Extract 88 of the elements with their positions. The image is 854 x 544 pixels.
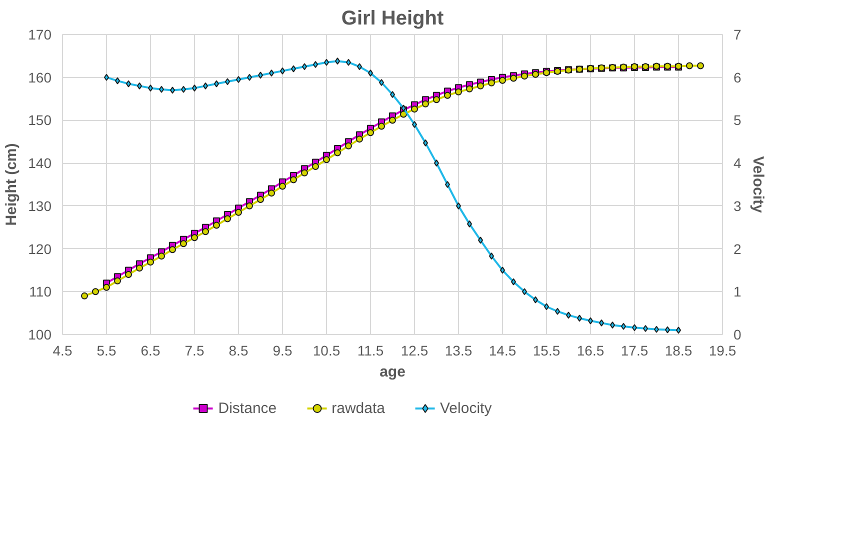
point [313, 61, 318, 68]
point [158, 252, 165, 260]
point [268, 190, 275, 197]
x-tick-label: 18.5 [664, 342, 692, 358]
point [334, 149, 341, 156]
point [235, 208, 242, 216]
x-tick-label: 12.5 [400, 342, 428, 358]
point [236, 76, 241, 83]
legend-label: Velocity [440, 400, 492, 416]
x-tick-label: 7.5 [184, 342, 204, 358]
point [445, 181, 450, 188]
point [125, 271, 132, 278]
y-tick-label: 170 [28, 26, 52, 42]
y-axis-title: Height (cm) [3, 143, 20, 226]
point [379, 79, 384, 86]
x-tick-label: 10.5 [312, 342, 340, 358]
point [510, 74, 517, 82]
point [643, 325, 648, 332]
legend-label: Distance [218, 400, 277, 416]
y-tick-label: 140 [28, 155, 52, 172]
y2-axis-title: Velocity [749, 156, 766, 214]
y-tick-label: 160 [28, 69, 52, 86]
x-axis-title: age [380, 364, 406, 380]
x-tick-label: 19.5 [708, 342, 736, 358]
chart-title: Girl Height [341, 8, 444, 30]
point [521, 72, 528, 80]
y2-tick-label: 2 [734, 240, 742, 257]
point [412, 121, 417, 128]
point [499, 76, 506, 84]
point [213, 222, 220, 229]
point [92, 288, 99, 296]
point [180, 240, 187, 248]
point [455, 88, 462, 96]
point [147, 258, 154, 266]
point [323, 156, 330, 164]
point [191, 234, 198, 242]
y2-tick-label: 3 [734, 198, 742, 214]
point [257, 196, 264, 203]
point [81, 292, 88, 300]
point [444, 92, 451, 99]
y-tick-label: 100 [28, 326, 52, 342]
x-tick-label: 5.5 [96, 342, 116, 358]
y2-tick-label: 1 [734, 284, 742, 300]
x-tick-label: 8.5 [228, 342, 248, 358]
point [290, 176, 297, 184]
point [345, 142, 352, 150]
point [114, 277, 121, 284]
point [103, 284, 110, 291]
x-tick-label: 16.5 [576, 342, 604, 358]
point [202, 228, 209, 236]
x-tick-label: 13.5 [444, 342, 472, 358]
point [389, 116, 396, 124]
point [477, 82, 484, 90]
y2-tick-label: 0 [734, 326, 742, 342]
y-tick-label: 130 [28, 198, 52, 214]
point [378, 122, 385, 130]
point [390, 91, 395, 98]
point [686, 62, 693, 70]
y2-tick-label: 6 [734, 69, 742, 86]
point [411, 106, 418, 113]
x-tick-label: 15.5 [532, 342, 560, 358]
point [136, 264, 143, 272]
y-tick-label: 120 [28, 240, 52, 257]
x-tick-label: 4.5 [52, 342, 72, 358]
y2-tick-label: 7 [734, 26, 742, 42]
point [279, 182, 286, 190]
x-tick-label: 11.5 [357, 342, 384, 358]
y2-tick-label: 4 [734, 155, 742, 172]
point [169, 246, 176, 254]
x-tick-label: 9.5 [272, 342, 292, 358]
point [367, 129, 374, 136]
point [697, 62, 704, 70]
x-tick-label: 14.5 [488, 342, 516, 358]
point [466, 85, 473, 92]
x-tick-label: 6.5 [140, 342, 160, 358]
point [488, 79, 495, 86]
point [246, 202, 253, 210]
x-tick-label: 17.5 [620, 342, 648, 358]
point [224, 215, 231, 222]
point [301, 169, 308, 176]
point [433, 96, 440, 104]
y-tick-label: 110 [29, 284, 52, 300]
point [356, 136, 363, 143]
point [312, 163, 319, 170]
legend-label: rawdata [332, 400, 385, 416]
point [422, 100, 429, 108]
y-tick-label: 150 [28, 112, 52, 128]
y2-tick-label: 5 [734, 112, 742, 128]
